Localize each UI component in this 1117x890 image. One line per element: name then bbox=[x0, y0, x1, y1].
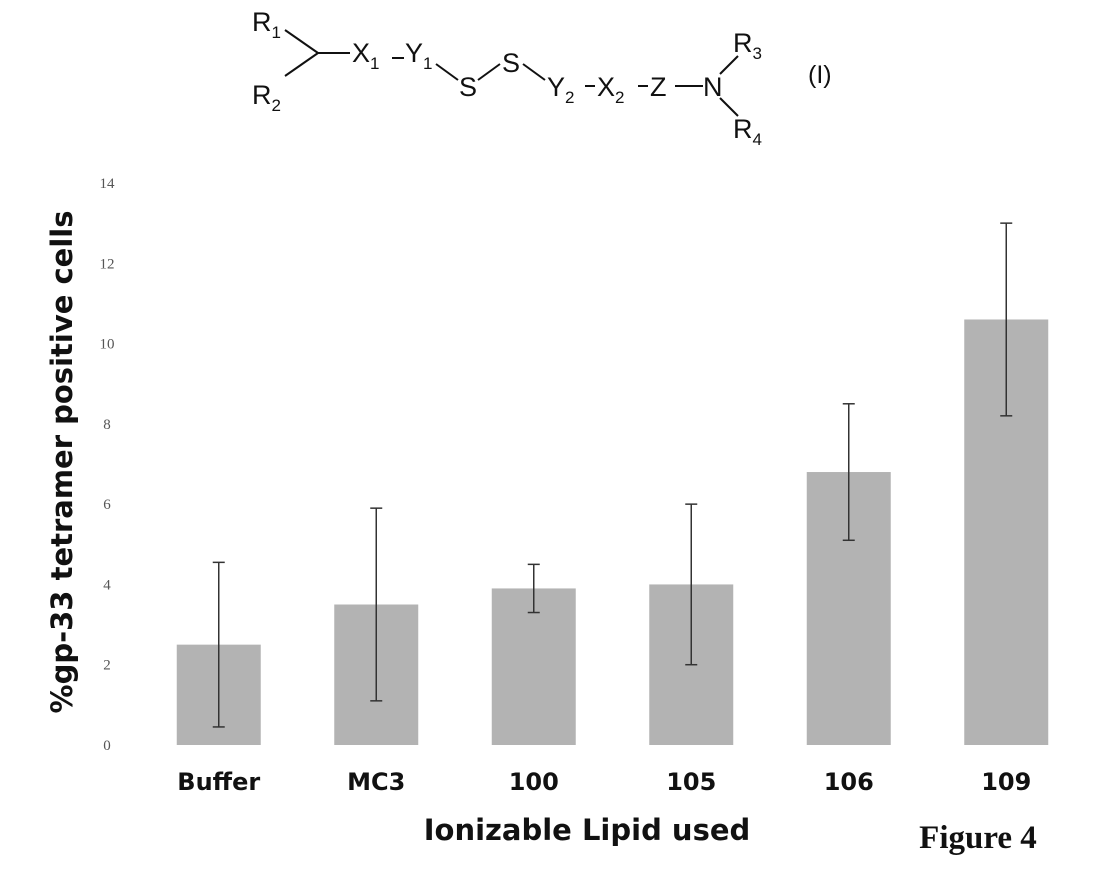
y-tick-label: 12 bbox=[100, 256, 115, 272]
y-tick-label: 14 bbox=[100, 176, 116, 192]
y-tick-label: 8 bbox=[103, 417, 111, 433]
y-axis-title: %gp-33 tetramer positive cells bbox=[45, 211, 79, 714]
formula-y2-sub: 2 bbox=[565, 88, 574, 107]
formula-r4-sub: 4 bbox=[753, 130, 762, 149]
svg-text:R4: R4 bbox=[733, 114, 762, 149]
x-tick-label: 109 bbox=[981, 768, 1031, 796]
formula-r2: R bbox=[252, 80, 272, 110]
figure-label: Figure 4 bbox=[919, 820, 1037, 856]
bar-chart: 0 2 4 6 8 10 12 14 Buffer MC3 100 105 106 109 bbox=[100, 176, 1049, 796]
x-tick-label: Buffer bbox=[177, 768, 260, 796]
formula-s-right: S bbox=[502, 48, 520, 78]
formula-r2-sub: 2 bbox=[272, 96, 281, 115]
formula-n: N bbox=[703, 72, 723, 102]
formula-label: (I) bbox=[808, 61, 832, 89]
formula-y2: Y bbox=[547, 72, 565, 102]
formula-x1-sub: 1 bbox=[370, 54, 379, 73]
y-tick-label: 10 bbox=[100, 337, 115, 353]
formula-s-left: S bbox=[459, 72, 477, 102]
svg-text:Y2: Y2 bbox=[547, 72, 574, 107]
x-tick-label: 105 bbox=[666, 768, 716, 796]
bar bbox=[491, 588, 576, 745]
svg-text:X2: X2 bbox=[597, 72, 624, 107]
svg-text:R2: R2 bbox=[252, 80, 281, 115]
x-tick-label: MC3 bbox=[347, 768, 405, 796]
y-tick-label: 2 bbox=[103, 658, 111, 674]
y-tick-label: 4 bbox=[103, 577, 111, 593]
formula-r1: R bbox=[252, 7, 272, 37]
formula-r3-sub: 3 bbox=[753, 44, 762, 63]
x-tick-label: 106 bbox=[824, 768, 874, 796]
formula-y1: Y bbox=[405, 38, 423, 68]
svg-text:R1: R1 bbox=[252, 7, 281, 42]
y-tick-label: 6 bbox=[103, 497, 111, 513]
formula-z: Z bbox=[650, 72, 667, 102]
formula-r3: R bbox=[733, 28, 753, 58]
formula-x2: X bbox=[597, 72, 615, 102]
formula-x2-sub: 2 bbox=[615, 88, 624, 107]
formula-y1-sub: 1 bbox=[423, 54, 432, 73]
svg-text:R3: R3 bbox=[733, 28, 762, 63]
formula-r4: R bbox=[733, 114, 753, 144]
x-axis-title: Ionizable Lipid used bbox=[424, 813, 751, 847]
y-tick-label: 0 bbox=[103, 738, 111, 754]
x-tick-label: 100 bbox=[509, 768, 559, 796]
formula-r1-sub: 1 bbox=[272, 23, 281, 42]
svg-text:X1: X1 bbox=[352, 38, 379, 73]
svg-text:Y1: Y1 bbox=[405, 38, 432, 73]
formula-x1: X bbox=[352, 38, 370, 68]
chemical-formula: R1 R2 X1 Y1 S S Y2 X2 Z N R3 R4 (I) bbox=[252, 7, 832, 149]
